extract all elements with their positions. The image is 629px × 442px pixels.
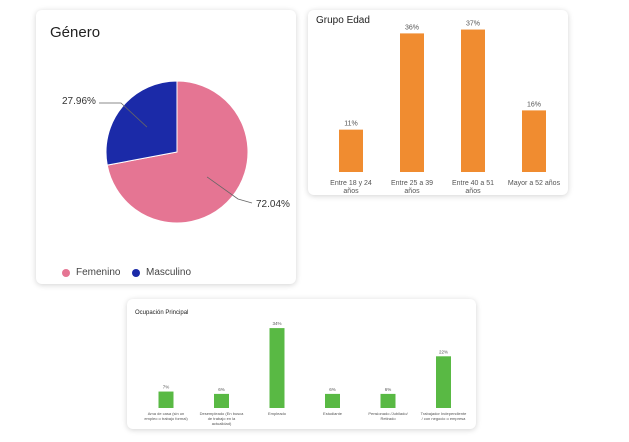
genero-pie-chart: 72.04% 27.96% [62,80,290,224]
ocupacion-card: Ocupación Principal 7% Ama de casa (sin u… [127,299,476,429]
edad-category-label-1-line-2: años [343,188,359,195]
ocupacion-bar-5 [380,393,396,408]
edad-category-label-2-line-1: Entre 25 a 39 [391,180,433,187]
ocupacion-bar-3 [269,328,285,408]
legend-femenino-label: Femenino [76,267,121,278]
ocupacion-value-label-5: 6% [385,387,392,392]
edad-value-label-4: 16% [527,101,541,108]
pie-label-masculino: 27.96% [62,96,96,107]
legend-femenino-swatch [62,268,70,277]
edad-bar-3 [461,29,485,172]
ocupacion-title: Ocupación Principal [135,310,189,316]
legend-masculino-label: Masculino [146,267,192,278]
ocupacion-category-label-5-line-1: Pensionado /Jubilado/ [368,411,408,416]
ocupacion-category-label-6-line-2: / con negocio o empresa [422,416,467,421]
ocupacion-bar-2 [214,393,229,408]
edad-value-label-2: 36% [405,24,419,31]
ocupacion-category-label-2-line-2: de trabajo en la [208,416,236,421]
legend-masculino-swatch [132,268,140,277]
ocupacion-value-label-2: 6% [218,387,225,392]
ocupacion-category-label-1-line-1: Ama de casa (sin un [148,411,184,416]
edad-category-label-3-line-1: Entre 40 a 51 [452,180,494,187]
ocupacion-bar-6 [436,356,451,408]
grupo-edad-title: Grupo Edad [316,15,370,26]
ocupacion-value-label-4: 6% [329,387,336,392]
ocupacion-bar-4 [325,393,340,408]
legend-masculino[interactable]: Masculino [132,267,191,278]
grupo-edad-card: Grupo Edad 11% Entre 18 y 24 años 36% Entre … [308,10,568,195]
edad-bar-4 [522,110,546,172]
pie-slice-femenino [106,80,249,224]
edad-bar-2 [400,33,424,173]
ocupacion-value-label-1: 7% [163,385,170,390]
label-line-femenino [206,176,253,204]
genero-card: Género 72.04% 27.96% Femenino Masculino [36,10,296,284]
ocupacion-category-label-6-line-1: Trabajador Independiente [421,411,467,416]
ocupacion-category-label-5-line-2: Retirado [380,416,396,421]
edad-category-label-2-line-2: años [404,188,420,195]
genero-title: Género [50,24,101,41]
edad-category-label-3-line-2: años [465,188,481,195]
pie-label-femenino: 72.04% [256,199,290,210]
pie-slice-masculino [105,80,178,166]
ocupacion-category-label-2-line-1: Desempleado (En busca [200,411,245,416]
edad-category-label-1-line-1: Entre 18 y 24 [330,180,372,187]
edad-value-label-3: 37% [466,21,480,28]
ocupacion-value-label-6: 22% [439,349,448,354]
ocupacion-bar-1 [158,391,174,408]
legend-femenino[interactable]: Femenino [62,267,120,278]
ocupacion-category-label-1-line-2: empleo o trabajo formal) [144,416,188,421]
ocupacion-value-label-3: 34% [272,321,281,326]
label-line-masculino [99,102,148,128]
ocupacion-category-label-3-line-1: Empleado [268,411,287,416]
edad-value-label-1: 11% [344,121,358,128]
ocupacion-category-label-4-line-1: Estudiante [323,411,343,416]
edad-bar-1 [339,129,363,172]
edad-category-label-4-line-1: Mayor a 52 años [508,180,561,187]
ocupacion-category-label-2-line-3: actualidad) [212,421,232,426]
